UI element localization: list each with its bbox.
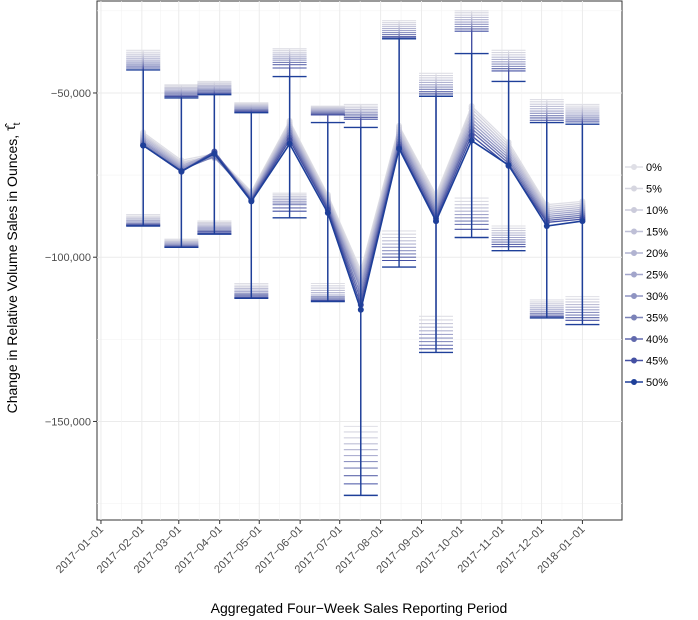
legend-key-point bbox=[631, 379, 637, 385]
legend-item: 5% bbox=[625, 184, 662, 196]
y-tick-label: −50,000 bbox=[51, 88, 91, 100]
legend-key-point bbox=[631, 228, 637, 235]
data-point bbox=[140, 142, 147, 149]
legend-item: 45% bbox=[625, 356, 668, 368]
series-50pct bbox=[126, 38, 600, 497]
data-point bbox=[396, 145, 403, 152]
legend-item: 50% bbox=[625, 377, 668, 389]
legend-label: 35% bbox=[646, 313, 668, 325]
legend-label: 25% bbox=[646, 270, 668, 282]
x-axis: 2017−01−012017−02−012017−03−012017−04−01… bbox=[54, 520, 588, 576]
legend-label: 20% bbox=[646, 248, 668, 260]
legend-key-point bbox=[631, 293, 637, 299]
x-axis-title: Aggregated Four−Week Sales Reporting Per… bbox=[211, 600, 508, 616]
legend-label: 10% bbox=[646, 205, 668, 217]
legend-key-point bbox=[631, 164, 637, 170]
y-axis-title: Change in Relative Volume Sales in Ounce… bbox=[2, 122, 23, 413]
plot-panel bbox=[96, 0, 623, 521]
legend-label: 40% bbox=[646, 334, 668, 346]
legend-key-point bbox=[631, 207, 637, 213]
legend-label: 15% bbox=[646, 227, 668, 239]
data-point bbox=[211, 150, 218, 157]
legend-item: 25% bbox=[625, 270, 668, 282]
legend-item: 15% bbox=[625, 227, 668, 239]
y-axis-title-subscript: t bbox=[12, 122, 23, 125]
legend: 0% 5% 10% 15% 20% 25% 30% 35% 40% 45% 50% bbox=[625, 162, 668, 389]
data-point bbox=[433, 218, 440, 225]
legend-key-point bbox=[631, 357, 637, 364]
legend-key-point bbox=[631, 250, 637, 256]
legend-item: 20% bbox=[625, 248, 668, 260]
data-point bbox=[324, 209, 331, 216]
legend-label: 30% bbox=[646, 291, 668, 303]
data-point bbox=[248, 198, 255, 205]
series-layer bbox=[126, 10, 600, 497]
legend-label: 50% bbox=[646, 377, 668, 389]
data-point bbox=[579, 218, 586, 225]
y-axis-title-symbol: τ̂ bbox=[2, 122, 18, 131]
data-point bbox=[178, 168, 185, 175]
legend-item: 40% bbox=[625, 334, 668, 346]
legend-item: 10% bbox=[625, 205, 668, 217]
data-point bbox=[286, 140, 293, 147]
y-axis-title-text: Change in Relative Volume Sales in Ounce… bbox=[4, 131, 20, 414]
y-axis: −150,000 −100,000 −50,000 bbox=[45, 88, 97, 428]
legend-item: 30% bbox=[625, 291, 668, 303]
y-tick-label: −100,000 bbox=[45, 252, 91, 264]
data-point bbox=[543, 223, 550, 230]
legend-label: 0% bbox=[646, 162, 662, 174]
legend-item: 0% bbox=[625, 162, 662, 174]
data-point bbox=[357, 306, 364, 313]
data-point bbox=[468, 137, 475, 144]
legend-key-point bbox=[631, 185, 637, 192]
legend-label: 45% bbox=[646, 356, 668, 368]
data-point bbox=[505, 162, 512, 169]
legend-item: 35% bbox=[625, 313, 668, 325]
y-tick-label: −150,000 bbox=[45, 416, 91, 428]
legend-key-point bbox=[631, 336, 637, 342]
legend-label: 5% bbox=[646, 184, 662, 196]
legend-key-point bbox=[631, 271, 637, 278]
legend-key-point bbox=[631, 314, 637, 321]
